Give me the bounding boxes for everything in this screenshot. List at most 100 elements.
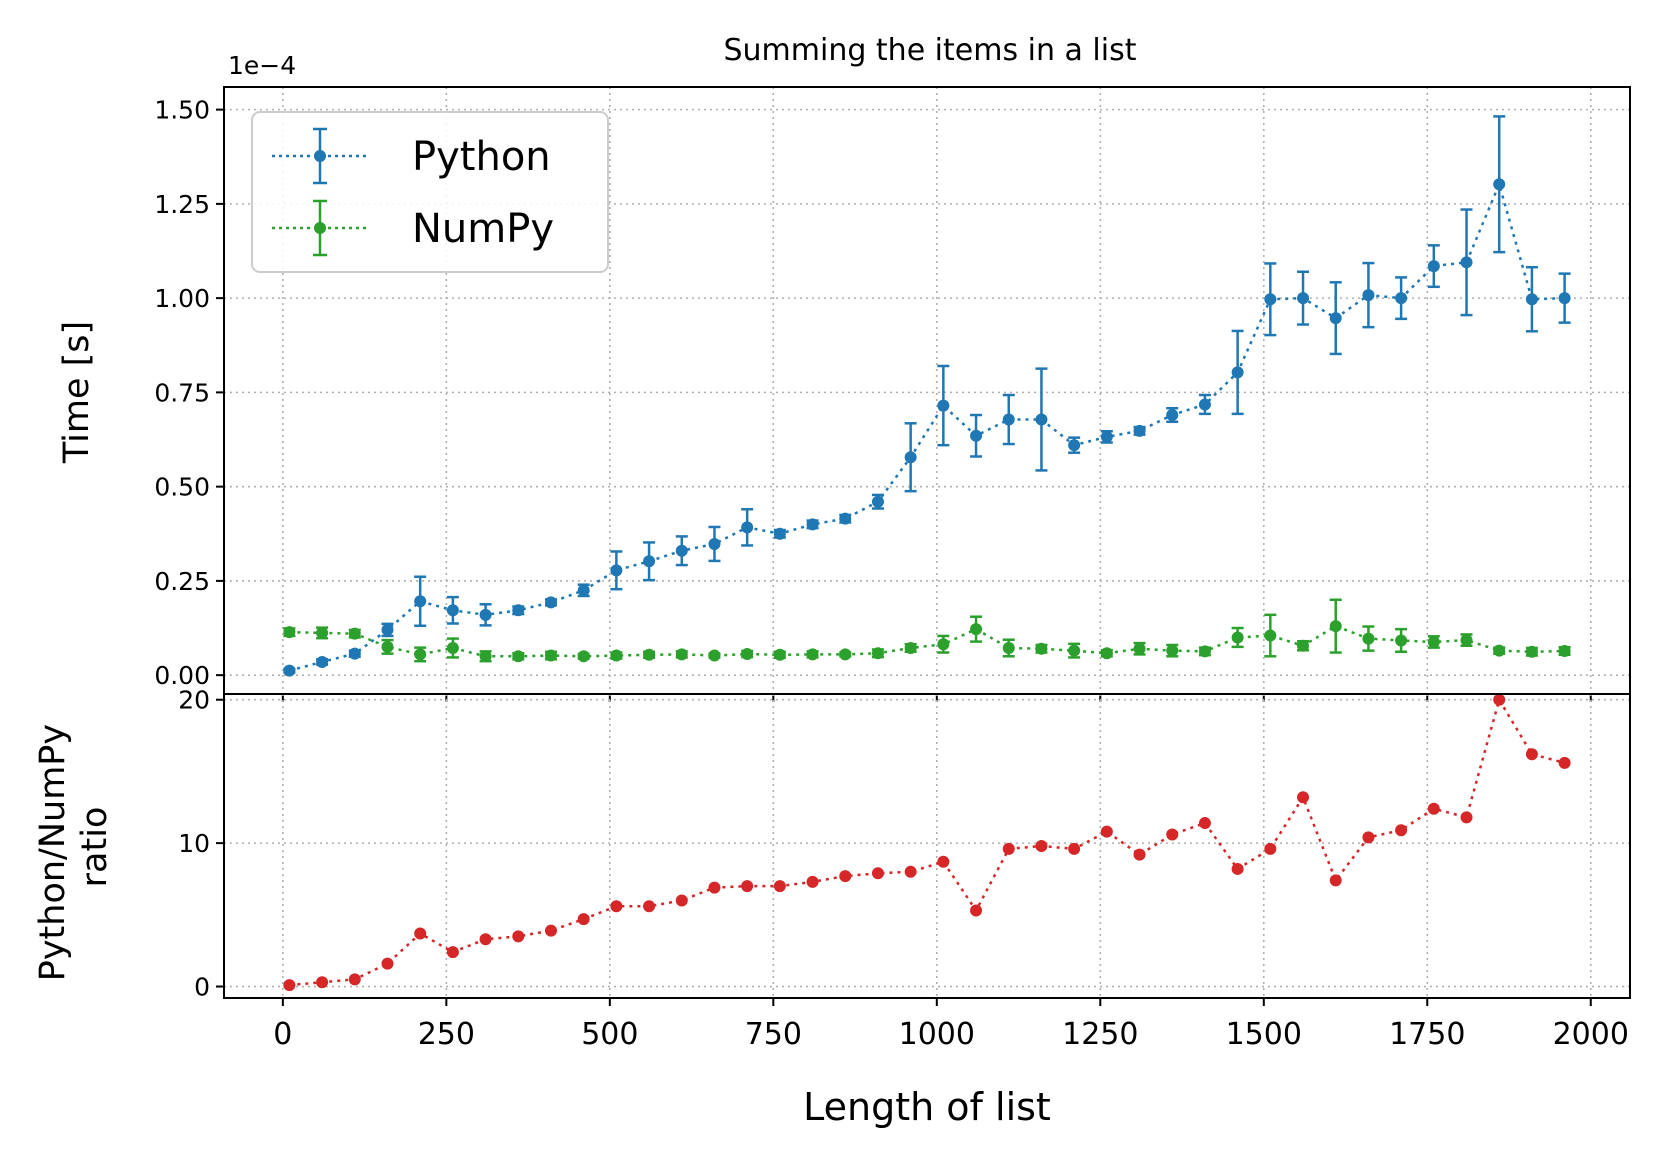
data-point-numpy bbox=[1525, 645, 1538, 658]
data-point-python bbox=[1362, 289, 1375, 302]
data-point-python bbox=[348, 647, 361, 660]
series-line-numpy bbox=[289, 624, 1565, 658]
time-y-tick-label: 0.00 bbox=[154, 661, 210, 690]
data-point-numpy bbox=[1329, 620, 1342, 633]
data-point-numpy bbox=[577, 650, 590, 663]
data-point-python bbox=[1231, 366, 1244, 379]
data-point-python bbox=[1460, 256, 1473, 269]
data-point-python bbox=[1297, 292, 1310, 305]
data-point-ratio bbox=[1297, 791, 1310, 804]
ratio-y-axis-label: Python/NumPy ratio bbox=[33, 713, 115, 982]
time-chart-series bbox=[283, 115, 1571, 677]
time-y-tick-label: 1.50 bbox=[154, 96, 210, 125]
data-point-python bbox=[741, 521, 754, 534]
data-point-python bbox=[1068, 439, 1081, 452]
data-point-ratio bbox=[1558, 756, 1571, 769]
data-point-numpy bbox=[871, 647, 884, 660]
legend-label-numpy: NumPy bbox=[412, 206, 554, 252]
data-point-python bbox=[577, 584, 590, 597]
data-point-numpy bbox=[806, 648, 819, 661]
data-point-ratio bbox=[1362, 831, 1375, 844]
data-point-numpy bbox=[544, 649, 557, 662]
data-point-python bbox=[1558, 292, 1571, 305]
data-point-ratio bbox=[1493, 693, 1506, 706]
data-point-ratio bbox=[1264, 842, 1277, 855]
legend-marker-numpy bbox=[314, 222, 326, 234]
legend-label-python: Python bbox=[412, 134, 551, 180]
data-point-numpy bbox=[708, 649, 721, 662]
data-point-ratio bbox=[1427, 802, 1440, 815]
time-y-tick-label: 1.00 bbox=[154, 284, 210, 313]
ratio-y-axis-label-line1: Python/NumPy bbox=[33, 724, 73, 981]
data-point-python bbox=[1100, 430, 1113, 443]
data-point-ratio bbox=[1198, 817, 1211, 830]
data-point-ratio bbox=[1460, 811, 1473, 824]
ratio-y-tick-label: 20 bbox=[178, 686, 210, 715]
data-point-ratio bbox=[806, 875, 819, 888]
ratio-chart-grid bbox=[224, 694, 1630, 998]
data-point-ratio bbox=[446, 946, 459, 959]
data-point-numpy bbox=[512, 650, 525, 663]
x-axis-ticks: 0 250 500 750 1000 1250 1500 1750 2000 bbox=[273, 998, 1629, 1052]
data-point-python bbox=[1133, 424, 1146, 437]
data-point-ratio bbox=[708, 881, 721, 894]
x-tick-label: 750 bbox=[745, 1017, 802, 1052]
x-tick-label: 1250 bbox=[1062, 1017, 1138, 1052]
data-point-ratio bbox=[839, 870, 852, 883]
data-point-python bbox=[773, 527, 786, 540]
data-point-python bbox=[381, 623, 394, 636]
x-tick-label: 1750 bbox=[1389, 1017, 1465, 1052]
ratio-y-tick-label: 10 bbox=[178, 829, 210, 858]
data-point-ratio bbox=[348, 973, 361, 986]
ratio-y-tick-label: 0 bbox=[194, 973, 210, 1002]
legend-entry-python: Python bbox=[272, 127, 551, 185]
x-tick-label: 1000 bbox=[899, 1017, 975, 1052]
data-point-python bbox=[1329, 312, 1342, 325]
data-point-python bbox=[1002, 413, 1015, 426]
data-point-numpy bbox=[1558, 645, 1571, 658]
data-point-numpy bbox=[1395, 634, 1408, 647]
data-point-numpy bbox=[675, 648, 688, 661]
data-point-ratio bbox=[1166, 828, 1179, 841]
ratio-y-axis-label-line2: ratio bbox=[75, 807, 115, 888]
time-y-tick-label: 0.50 bbox=[154, 473, 210, 502]
x-tick-label: 500 bbox=[581, 1017, 638, 1052]
time-y-axis-label: Time [s] bbox=[57, 321, 97, 464]
data-point-python bbox=[643, 555, 656, 568]
data-point-python bbox=[544, 596, 557, 609]
data-point-numpy bbox=[904, 642, 917, 655]
time-y-tick-label: 0.75 bbox=[154, 378, 210, 407]
legend-box bbox=[251, 111, 609, 273]
data-point-ratio bbox=[577, 913, 590, 926]
data-point-numpy bbox=[1297, 639, 1310, 652]
data-point-ratio bbox=[381, 957, 394, 970]
data-point-python bbox=[806, 518, 819, 531]
data-point-ratio bbox=[1231, 862, 1244, 875]
data-point-python bbox=[1264, 293, 1277, 306]
ratio-chart-frame bbox=[223, 693, 1631, 999]
data-point-ratio bbox=[1525, 748, 1538, 761]
data-point-numpy bbox=[1231, 631, 1244, 644]
data-point-ratio bbox=[1100, 825, 1113, 838]
time-chart-y-ticks: 0.00 0.25 0.50 0.75 1.00 1.25 1.50 bbox=[154, 96, 224, 690]
data-point-numpy bbox=[446, 642, 459, 655]
data-point-python bbox=[1395, 292, 1408, 305]
data-point-ratio bbox=[316, 976, 329, 989]
time-y-tick-label: 1.25 bbox=[154, 190, 210, 219]
data-point-numpy bbox=[970, 623, 983, 636]
data-point-ratio bbox=[937, 855, 950, 868]
data-point-python bbox=[970, 429, 983, 442]
data-point-python bbox=[316, 655, 329, 668]
data-point-numpy bbox=[1166, 644, 1179, 657]
data-point-ratio bbox=[479, 933, 492, 946]
x-axis-label: Length of list bbox=[803, 1085, 1051, 1129]
chart-title: Summing the items in a list bbox=[723, 33, 1136, 68]
legend-entry-numpy: NumPy bbox=[272, 199, 554, 257]
data-point-python bbox=[839, 512, 852, 525]
data-point-ratio bbox=[512, 930, 525, 943]
data-point-python bbox=[675, 544, 688, 557]
data-point-numpy bbox=[414, 648, 427, 661]
data-point-numpy bbox=[741, 648, 754, 661]
